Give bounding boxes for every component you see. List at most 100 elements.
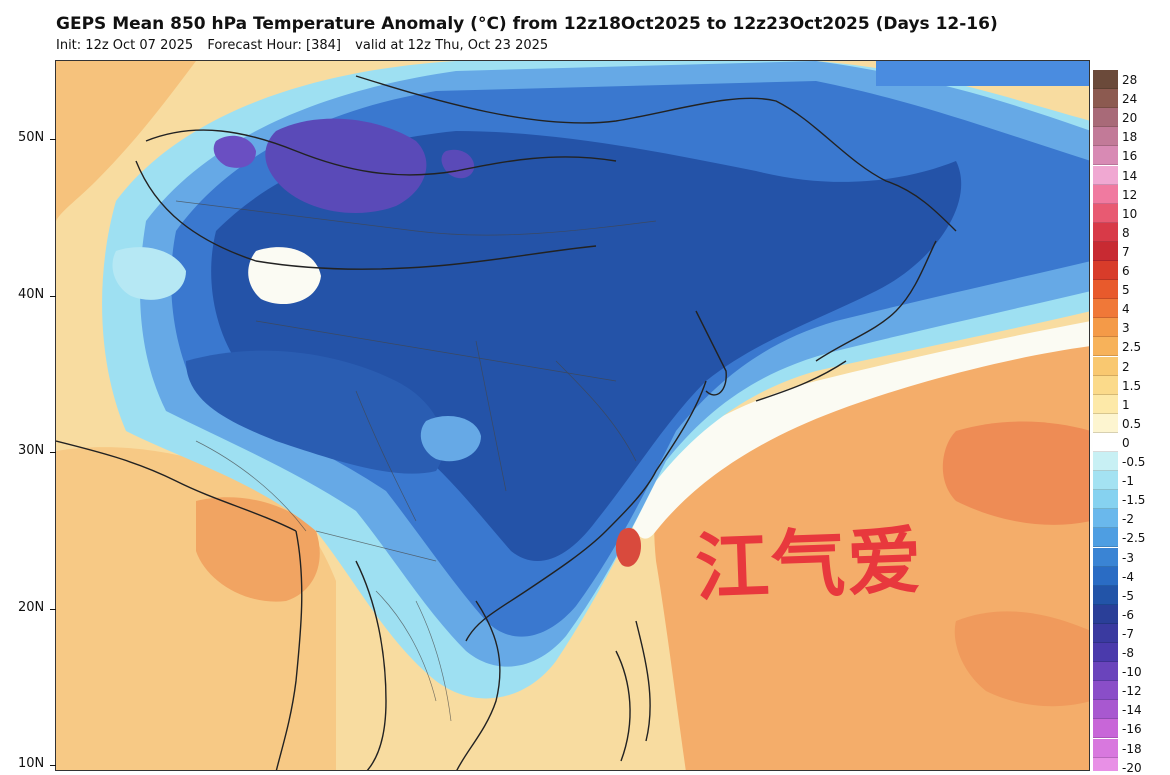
colorbar-cell bbox=[1093, 432, 1118, 452]
colorbar-cell bbox=[1093, 222, 1118, 242]
colorbar-cell bbox=[1093, 89, 1118, 109]
colorbar-cell bbox=[1093, 452, 1118, 472]
colorbar-cell bbox=[1093, 528, 1118, 548]
blue-patch-northeast bbox=[876, 61, 1089, 86]
colorbar-label: -2 bbox=[1122, 512, 1134, 527]
colorbar-cell bbox=[1093, 471, 1118, 491]
colorbar-cell bbox=[1093, 719, 1118, 739]
dark-orange-india bbox=[196, 497, 320, 602]
colorbar-cell bbox=[1093, 184, 1118, 204]
chart-subtitle: Init: 12z Oct 07 2025 Forecast Hour: [38… bbox=[56, 38, 558, 53]
colorbar-label: 14 bbox=[1122, 168, 1138, 183]
colorbar-label: 4 bbox=[1122, 302, 1130, 317]
colorbar-cell bbox=[1093, 413, 1118, 433]
colorbar bbox=[1093, 70, 1118, 771]
colorbar-label: -20 bbox=[1122, 760, 1142, 775]
colorbar-cell bbox=[1093, 318, 1118, 338]
lat-tick bbox=[50, 452, 56, 453]
colorbar-label: 8 bbox=[1122, 225, 1130, 240]
colorbar-cell bbox=[1093, 662, 1118, 682]
colorbar-cell bbox=[1093, 490, 1118, 510]
colorbar-cell bbox=[1093, 203, 1118, 223]
colorbar-cell bbox=[1093, 604, 1118, 624]
colorbar-label: -5 bbox=[1122, 588, 1134, 603]
colorbar-label: 1.5 bbox=[1122, 378, 1142, 393]
colorbar-cell bbox=[1093, 375, 1118, 395]
colorbar-cell bbox=[1093, 643, 1118, 663]
colorbar-cell bbox=[1093, 681, 1118, 701]
coastlines bbox=[56, 75, 957, 770]
colorbar-label: -4 bbox=[1122, 569, 1134, 584]
lat-label-20n: 20N bbox=[18, 600, 45, 615]
colorbar-cell bbox=[1093, 241, 1118, 261]
watermark-text: 江气爱 bbox=[693, 518, 925, 612]
colorbar-label: -7 bbox=[1122, 626, 1134, 641]
white-spot-west bbox=[248, 247, 321, 305]
colorbar-cell bbox=[1093, 356, 1118, 376]
colorbar-cell bbox=[1093, 337, 1118, 357]
lat-label-10n: 10N bbox=[18, 756, 45, 771]
red-anomaly-taiwan bbox=[615, 527, 641, 567]
colorbar-label: 12 bbox=[1122, 187, 1138, 202]
lat-tick bbox=[50, 139, 56, 140]
cyan-spot-west bbox=[112, 247, 186, 300]
lat-label-50n: 50N bbox=[18, 130, 45, 145]
init-time: Init: 12z Oct 07 2025 bbox=[56, 38, 194, 53]
anomaly-map-svg bbox=[56, 61, 1089, 770]
colorbar-cell bbox=[1093, 165, 1118, 185]
colorbar-label: -0.5 bbox=[1122, 455, 1146, 469]
forecast-hour: Forecast Hour: [384] bbox=[207, 38, 342, 53]
colorbar-cell bbox=[1093, 108, 1118, 128]
colorbar-label: 28 bbox=[1122, 73, 1138, 87]
colorbar-cell bbox=[1093, 738, 1118, 758]
colorbar-label: -1.5 bbox=[1122, 493, 1146, 508]
lat-label-40n: 40N bbox=[18, 287, 45, 302]
lat-tick bbox=[50, 609, 56, 610]
anomaly-map bbox=[55, 60, 1090, 771]
colorbar-cell bbox=[1093, 623, 1118, 643]
colorbar-cell bbox=[1093, 757, 1118, 771]
colorbar-label: 10 bbox=[1122, 206, 1138, 221]
colorbar-label: 5 bbox=[1122, 283, 1130, 298]
colorbar-cell bbox=[1093, 261, 1118, 281]
colorbar-label: 3 bbox=[1122, 321, 1130, 336]
country-borders bbox=[175, 200, 657, 722]
purple-anomaly-east bbox=[441, 149, 475, 179]
lat-tick bbox=[50, 296, 56, 297]
colorbar-label: 16 bbox=[1122, 149, 1138, 164]
colorbar-cell bbox=[1093, 547, 1118, 567]
light-blue-spot bbox=[420, 416, 481, 462]
colorbar-cell bbox=[1093, 146, 1118, 166]
colorbar-label: -6 bbox=[1122, 607, 1134, 622]
colorbar-cell bbox=[1093, 127, 1118, 147]
purple-anomaly-core bbox=[265, 118, 427, 214]
dark-blue-anomaly bbox=[211, 131, 962, 561]
lat-label-30n: 30N bbox=[18, 443, 45, 458]
colorbar-cell bbox=[1093, 566, 1118, 586]
colorbar-label: -1 bbox=[1122, 474, 1134, 489]
colorbar-label: 0.5 bbox=[1122, 416, 1142, 431]
colorbar-cell bbox=[1093, 585, 1118, 605]
dark-orange-anomaly-south bbox=[954, 611, 1089, 707]
colorbar-cell bbox=[1093, 509, 1118, 529]
colorbar-label: 24 bbox=[1122, 92, 1138, 107]
colorbar-label: 0 bbox=[1122, 435, 1130, 450]
purple-anomaly-west bbox=[213, 135, 256, 168]
colorbar-label: -14 bbox=[1122, 703, 1142, 718]
colorbar-label: 1 bbox=[1122, 397, 1130, 412]
colorbar-label: 18 bbox=[1122, 130, 1138, 145]
colorbar-cell bbox=[1093, 299, 1118, 319]
colorbar-cell bbox=[1093, 280, 1118, 300]
colorbar-label: 6 bbox=[1122, 264, 1130, 278]
colorbar-label: -10 bbox=[1122, 665, 1142, 680]
colorbar-cell bbox=[1093, 70, 1118, 90]
colorbar-label: -3 bbox=[1122, 550, 1134, 565]
orange-anomaly-west bbox=[56, 61, 196, 221]
colorbar-cell bbox=[1093, 394, 1118, 414]
chart-title: GEPS Mean 850 hPa Temperature Anomaly (°… bbox=[56, 14, 998, 34]
colorbar-label: -18 bbox=[1122, 741, 1142, 756]
colorbar-cell bbox=[1093, 700, 1118, 720]
colorbar-label: 7 bbox=[1122, 244, 1130, 259]
colorbar-label: -12 bbox=[1122, 684, 1142, 699]
colorbar-label: 2.5 bbox=[1122, 340, 1142, 355]
